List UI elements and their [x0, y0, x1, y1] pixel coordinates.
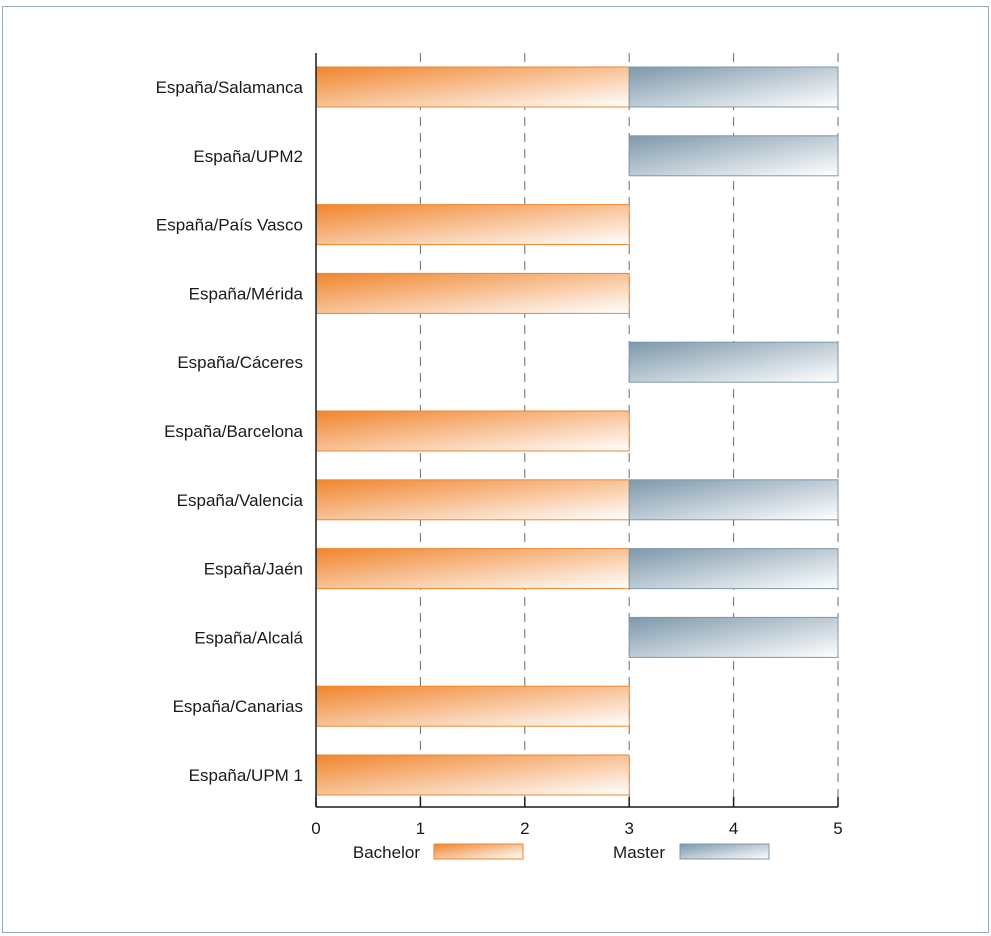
- bar-master-6: [628, 479, 839, 521]
- category-label-3: España/Mérida: [189, 284, 304, 303]
- bar-bachelor-0: [315, 66, 630, 108]
- category-label-6: España/Valencia: [177, 491, 304, 510]
- bar-master-0: [628, 66, 839, 108]
- legend-label-master: Master: [613, 843, 665, 862]
- legend: Bachelor Master: [353, 843, 770, 862]
- legend-label-bachelor: Bachelor: [353, 843, 420, 862]
- x-tick-label-5: 5: [833, 819, 842, 838]
- axes-layer: 0 1 2 3 4 5: [311, 53, 843, 838]
- bar-bachelor-2: [315, 204, 630, 246]
- bar-bachelor-3: [315, 272, 630, 314]
- category-label-9: España/Canarias: [173, 697, 303, 716]
- legend-swatch-bachelor: [433, 843, 524, 860]
- category-labels: España/Salamanca España/UPM2 España/País V…: [156, 78, 304, 785]
- category-label-5: España/Barcelona: [164, 422, 303, 441]
- bar-bachelor-9: [315, 685, 630, 727]
- category-label-2: España/País Vasco: [156, 216, 303, 235]
- bar-bachelor-10: [315, 754, 630, 796]
- bars-layer: [315, 66, 839, 796]
- category-label-0: España/Salamanca: [156, 78, 304, 97]
- x-tick-label-0: 0: [311, 819, 320, 838]
- x-tick-label-4: 4: [729, 819, 738, 838]
- bar-bachelor-7: [315, 548, 630, 590]
- bar-master-4: [628, 341, 839, 383]
- bar-master-1: [628, 135, 839, 177]
- x-tick-label-3: 3: [624, 819, 633, 838]
- legend-swatch-master: [679, 843, 770, 860]
- category-label-8: España/Alcalá: [194, 628, 303, 647]
- category-label-1: España/UPM2: [193, 147, 303, 166]
- x-tick-label-1: 1: [416, 819, 425, 838]
- category-label-10: España/UPM 1: [189, 766, 303, 785]
- bar-bachelor-5: [315, 410, 630, 452]
- bar-master-7: [628, 548, 839, 590]
- category-label-4: España/Cáceres: [177, 353, 303, 372]
- x-tick-label-2: 2: [520, 819, 529, 838]
- category-label-7: España/Jaén: [204, 560, 303, 579]
- bar-master-8: [628, 616, 839, 658]
- bar-bachelor-6: [315, 479, 630, 521]
